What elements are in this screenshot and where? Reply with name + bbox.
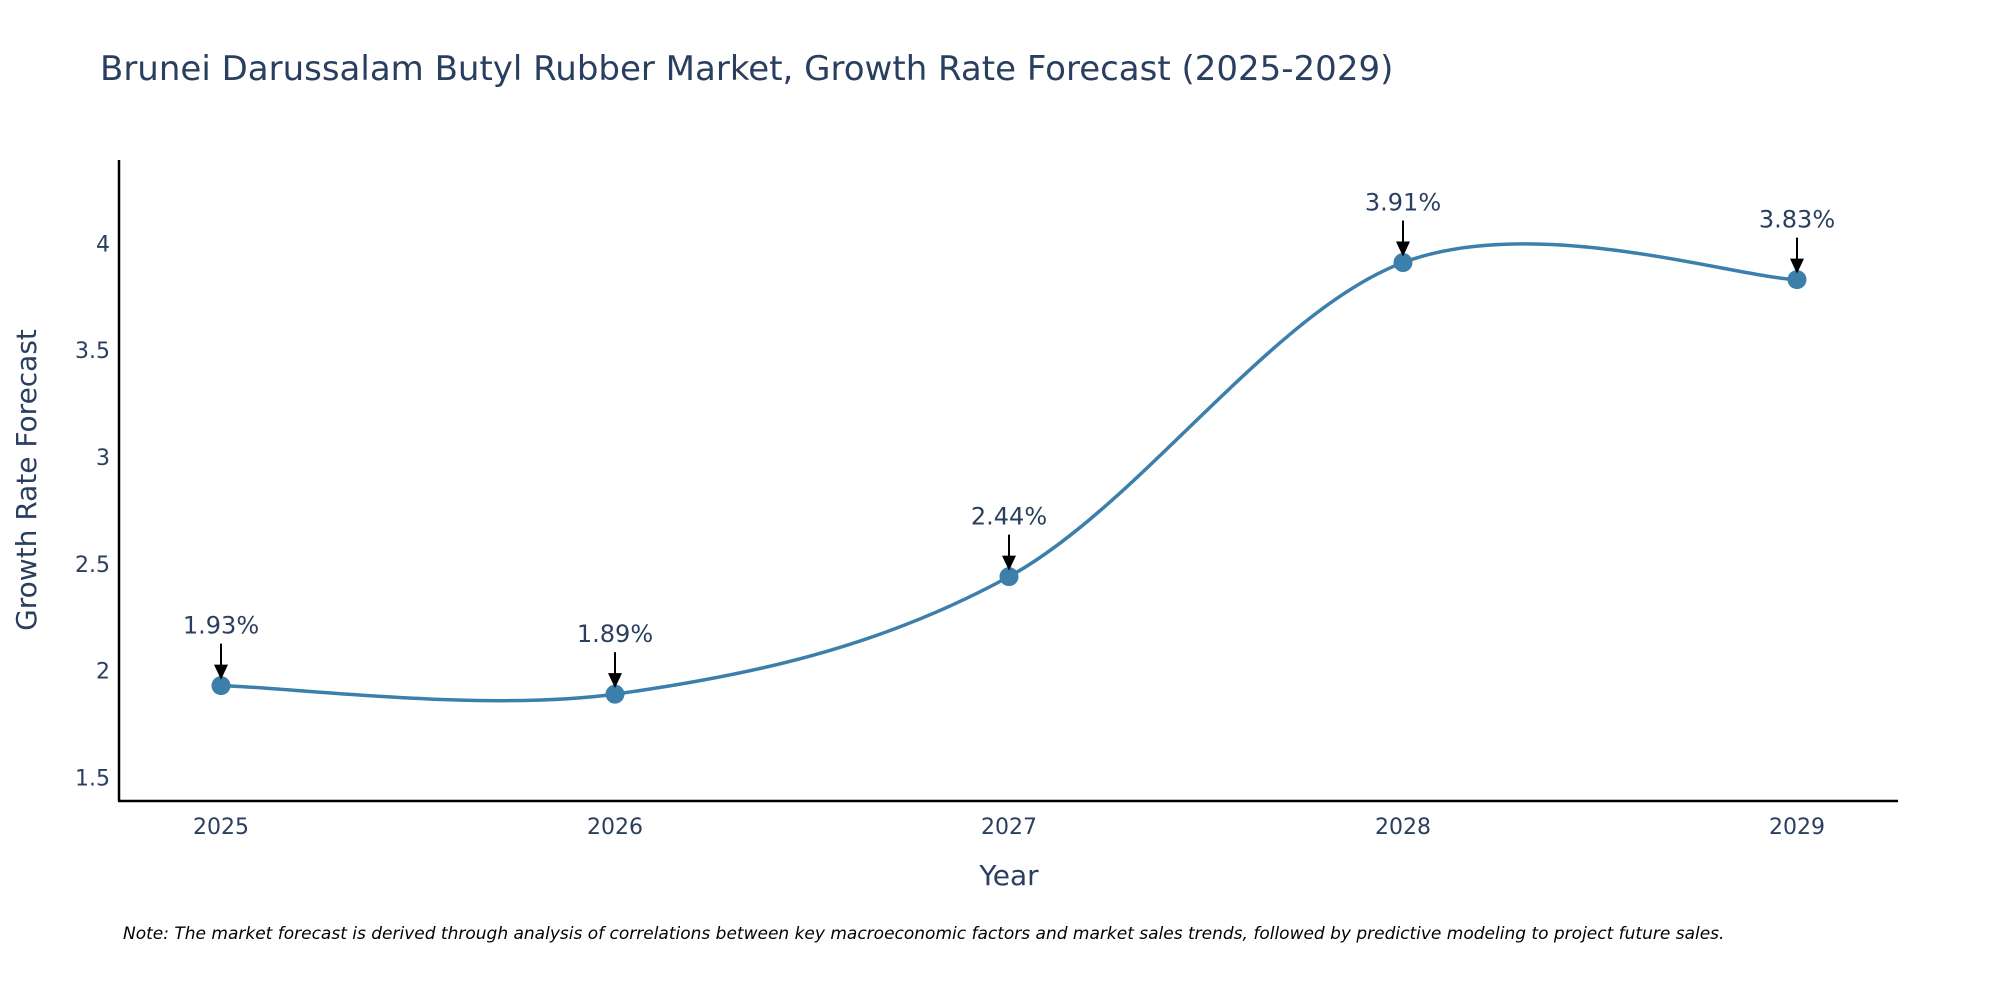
x-axis-ticks: 2025 2026 2027 2028 2029 xyxy=(193,815,1825,840)
y-tick-label: 2.5 xyxy=(75,553,110,578)
annotation-arrowhead xyxy=(608,673,622,689)
data-label-annotation: 1.89% xyxy=(577,620,653,689)
series-line xyxy=(220,242,1798,703)
data-label-annotations: 1.93% 1.89% 2.44% 3.91% 3.83% xyxy=(183,189,1835,689)
annotation-arrowhead xyxy=(214,664,228,680)
chart-title: Brunei Darussalam Butyl Rubber Market, G… xyxy=(100,49,1393,89)
x-tick-label: 2025 xyxy=(193,815,249,840)
y-tick-label: 2 xyxy=(96,660,110,685)
footnote: Note: The market forecast is derived thr… xyxy=(123,924,1724,944)
x-tick-label: 2029 xyxy=(1769,815,1825,840)
data-point-marker xyxy=(605,684,625,704)
data-label: 3.91% xyxy=(1365,189,1441,217)
data-label-annotation: 2.44% xyxy=(971,503,1047,571)
data-point-marker xyxy=(999,567,1019,587)
x-axis-title: Year xyxy=(978,859,1039,892)
y-axis-title: Growth Rate Forecast xyxy=(10,329,43,631)
data-label: 2.44% xyxy=(971,503,1047,531)
annotation-arrowhead xyxy=(1396,241,1410,257)
data-label-annotation: 3.83% xyxy=(1759,206,1835,274)
data-label-annotation: 1.93% xyxy=(183,612,259,680)
x-tick-label: 2027 xyxy=(981,815,1037,840)
data-point-marker xyxy=(211,676,231,696)
data-label: 3.83% xyxy=(1759,206,1835,234)
x-tick-label: 2028 xyxy=(1375,815,1431,840)
x-tick-label: 2026 xyxy=(587,815,643,840)
y-tick-label: 3.5 xyxy=(75,339,110,364)
data-label: 1.93% xyxy=(183,612,259,640)
annotation-arrowhead xyxy=(1790,258,1804,274)
y-axis-ticks: 1.5 2 2.5 3 3.5 4 xyxy=(75,232,110,791)
series-markers xyxy=(211,253,1807,704)
annotation-arrowhead xyxy=(1002,555,1016,571)
data-point-marker xyxy=(1787,270,1807,290)
y-tick-label: 3 xyxy=(96,446,110,471)
data-label: 1.89% xyxy=(577,620,653,648)
plot-area: 1.522.533.54 2025 2026 2027 2028 2029 1.93% 1… xyxy=(75,160,1898,840)
data-point-marker xyxy=(1393,253,1413,273)
y-tick-label: 4 xyxy=(96,232,110,257)
y-tick-label: 1.5 xyxy=(75,766,110,791)
data-label-annotation: 3.91% xyxy=(1365,189,1441,257)
